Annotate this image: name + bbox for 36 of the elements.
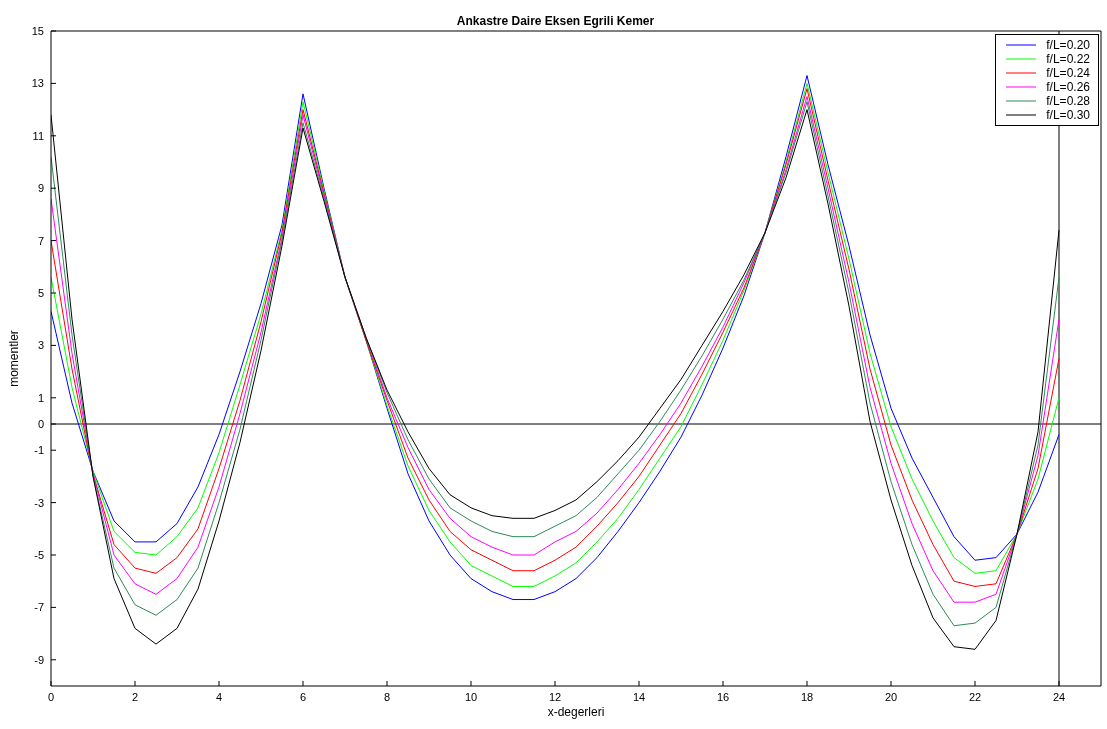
x-tick-label: 8 — [383, 690, 391, 703]
legend-label: f/L=0.22 — [1046, 52, 1090, 66]
x-axis-title: x-degerleri — [547, 705, 605, 719]
y-tick-label: 11 — [32, 129, 44, 142]
x-tick-label: 10 — [464, 690, 478, 703]
y-tick-label: -7 — [34, 601, 44, 614]
x-tick-label: 14 — [632, 690, 646, 703]
legend-label: f/L=0.20 — [1046, 38, 1090, 52]
y-tick-label: 3 — [37, 339, 44, 352]
legend-label: f/L=0.24 — [1046, 66, 1090, 80]
y-tick-label: -1 — [34, 444, 44, 457]
x-tick-label: 24 — [1052, 690, 1066, 703]
y-tick-label: -9 — [34, 653, 44, 666]
y-tick-label: -5 — [34, 548, 44, 561]
y-tick-label: 1 — [37, 391, 44, 404]
y-tick-label: 13 — [31, 77, 44, 90]
x-tick-label: 4 — [215, 690, 223, 703]
chart-title: Ankastre Daire Eksen Egrili Kemer — [456, 14, 655, 28]
y-tick-label: -3 — [34, 496, 44, 509]
x-tick-label: 20 — [884, 690, 898, 703]
y-tick-label: 7 — [37, 234, 44, 247]
y-tick-label: 9 — [37, 182, 44, 195]
legend-label: f/L=0.28 — [1046, 94, 1090, 108]
x-tick-label: 16 — [716, 690, 730, 703]
x-tick-label: 12 — [548, 690, 562, 703]
x-tick-label: 18 — [800, 690, 814, 703]
y-tick-label: 15 — [31, 24, 44, 37]
x-tick-label: 22 — [968, 690, 982, 703]
y-axis-title: momentler — [7, 330, 22, 387]
y-tick-label: 0 — [37, 417, 44, 430]
legend-label: f/L=0.30 — [1046, 108, 1090, 122]
y-tick-label: 5 — [37, 286, 44, 299]
x-tick-label: 6 — [299, 690, 307, 703]
x-tick-label: 0 — [47, 690, 55, 703]
legend-label: f/L=0.26 — [1046, 80, 1090, 94]
x-tick-label: 2 — [131, 690, 139, 703]
